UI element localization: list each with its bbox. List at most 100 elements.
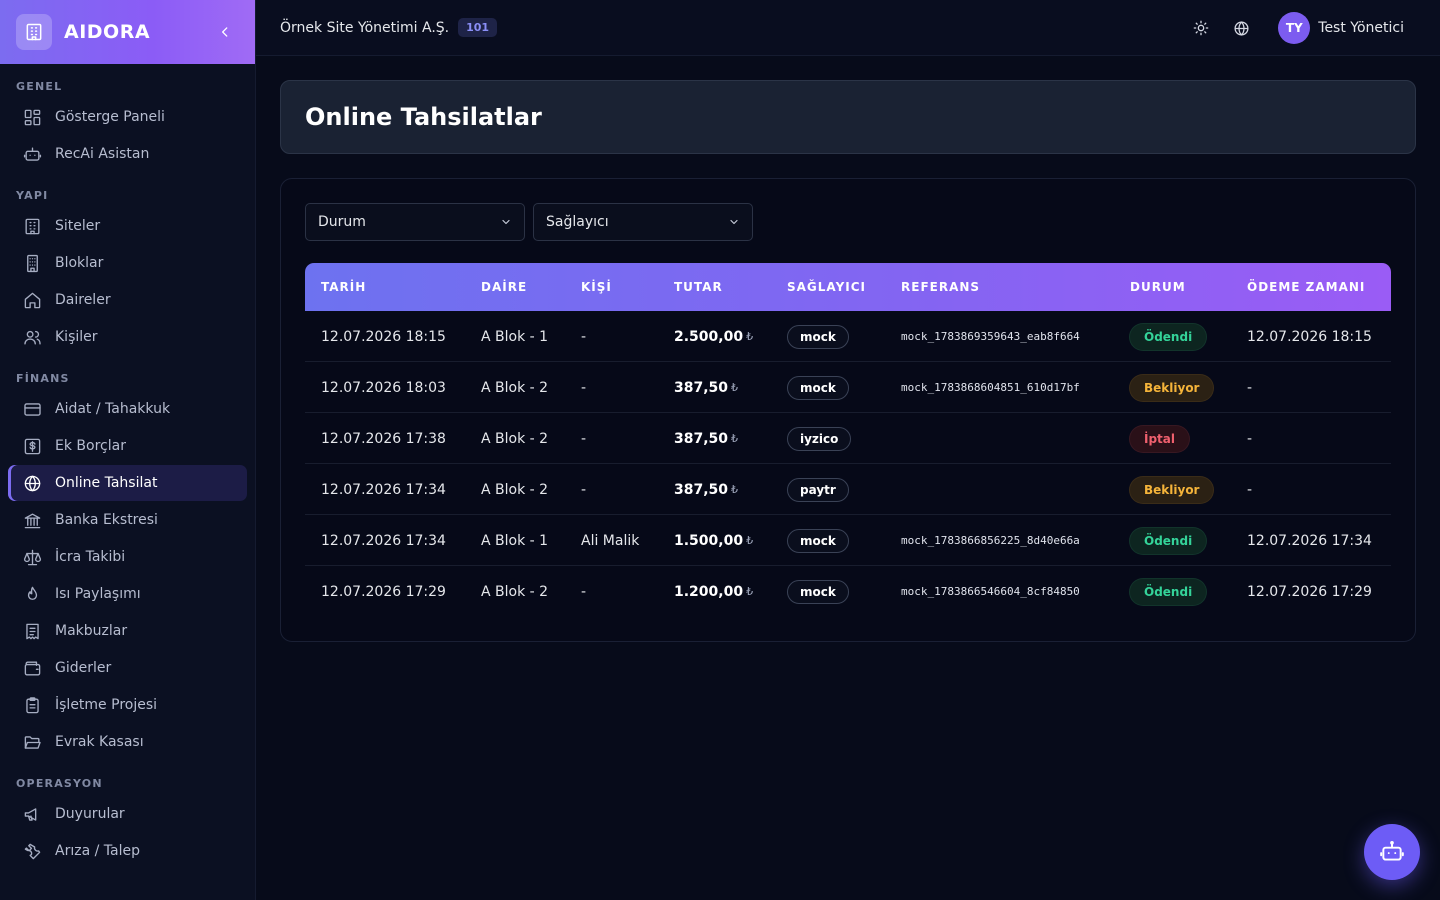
column-header-person[interactable]: KİŞİ bbox=[581, 280, 612, 294]
cell-unit: A Blok - 2 bbox=[481, 583, 549, 600]
sidebar-item-evrak-kasası[interactable]: Evrak Kasası bbox=[8, 724, 247, 760]
currency-symbol: ₺ bbox=[746, 585, 754, 598]
bank-icon bbox=[22, 510, 42, 530]
cell-date: 12.07.2026 17:29 bbox=[321, 583, 446, 600]
robot-icon bbox=[22, 144, 42, 164]
sidebar-item-arıza-talep[interactable]: Arıza / Talep bbox=[8, 833, 247, 869]
cell-person: - bbox=[581, 583, 587, 600]
table-row[interactable]: 12.07.2026 17:34 A Blok - 2 - 387,50 ₺ paytr B… bbox=[305, 464, 1391, 515]
currency-symbol: ₺ bbox=[746, 330, 754, 343]
sidebar-item-giderler[interactable]: Giderler bbox=[8, 650, 247, 686]
organization-name: Örnek Site Yönetimi A.Ş. bbox=[280, 19, 450, 36]
sidebar-item-ek-borçlar[interactable]: Ek Borçlar bbox=[8, 428, 247, 464]
status-filter-select[interactable]: Durum bbox=[305, 203, 525, 241]
status-badge: Ödendi bbox=[1130, 323, 1207, 350]
user-name: Test Yönetici bbox=[1318, 20, 1404, 36]
table-body: 12.07.2026 18:15 A Blok - 1-2.500,00 ₺ mock… bbox=[305, 311, 1391, 617]
amount-value: 2.500,00 bbox=[674, 328, 744, 345]
table-row[interactable]: 12.07.2026 18:03 A Blok - 2 - 387,50 ₺ mock mo… bbox=[305, 362, 1391, 413]
building-icon bbox=[22, 216, 42, 236]
sidebar-item-label: Giderler bbox=[55, 660, 112, 676]
provider-badge: paytr bbox=[787, 477, 849, 502]
column-header-date[interactable]: TARİH bbox=[321, 280, 367, 294]
user-menu[interactable]: TY Test Yönetici bbox=[1278, 12, 1404, 44]
topbar: Örnek Site Yönetimi A.Ş. 101 TY Test Yön… bbox=[256, 0, 1440, 56]
flame-icon bbox=[22, 584, 42, 604]
theme-toggle-button[interactable] bbox=[1186, 13, 1216, 43]
sidebar-item-label: Makbuzlar bbox=[55, 623, 128, 639]
folder-open-icon bbox=[22, 732, 42, 752]
cell-provider: mock bbox=[787, 515, 849, 566]
column-header-amount[interactable]: TUTAR bbox=[674, 280, 723, 294]
sidebar-item-duyurular[interactable]: Duyurular bbox=[8, 796, 247, 832]
cell-reference: mock_1783866856225_8d40e66a bbox=[901, 515, 1080, 566]
cell-reference: mock_1783868604851_610d17bf bbox=[901, 362, 1080, 413]
clipboard-icon bbox=[22, 695, 42, 715]
column-header-payment-time[interactable]: ÖDEME ZAMANI bbox=[1247, 280, 1366, 294]
cell-reference: mock_1783866546604_8cf84850 bbox=[901, 566, 1080, 617]
sidebar-item-label: Ek Borçlar bbox=[55, 438, 126, 454]
sidebar-item-kişiler[interactable]: Kişiler bbox=[8, 319, 247, 355]
sidebar-item-recai-asistan[interactable]: RecAi Asistan bbox=[8, 136, 247, 172]
provider-filter-label: Sağlayıcı bbox=[546, 214, 609, 230]
robot-icon bbox=[1380, 840, 1404, 861]
sidebar-section-label: OPERASYON bbox=[16, 777, 103, 790]
column-header-provider[interactable]: SAĞLAYICI bbox=[787, 280, 866, 294]
status-badge: Bekliyor bbox=[1130, 374, 1214, 401]
cell-person: Ali Malik bbox=[581, 532, 640, 549]
sidebar-item-daireler[interactable]: Daireler bbox=[8, 282, 247, 318]
sidebar-item-aidat-tahakkuk[interactable]: Aidat / Tahakkuk bbox=[8, 391, 247, 427]
table-header: TARİH DAİRE KİŞİ TUTAR SAĞLAYICI REFERAN… bbox=[305, 263, 1391, 311]
sidebar-item-gösterge-paneli[interactable]: Gösterge Paneli bbox=[8, 99, 247, 135]
collapse-sidebar-button[interactable] bbox=[215, 22, 235, 42]
sidebar-item-makbuzlar[interactable]: Makbuzlar bbox=[8, 613, 247, 649]
sidebar-item-banka-ekstresi[interactable]: Banka Ekstresi bbox=[8, 502, 247, 538]
provider-badge: mock bbox=[787, 375, 849, 400]
table-row[interactable]: 12.07.2026 17:29 A Blok - 2 - 1.200,00 ₺ mock… bbox=[305, 566, 1391, 617]
cell-provider: mock bbox=[787, 566, 849, 617]
status-badge: Ödendi bbox=[1130, 578, 1207, 605]
column-header-status[interactable]: DURUM bbox=[1130, 280, 1186, 294]
amount-value: 387,50 bbox=[674, 481, 729, 498]
table-row[interactable]: 12.07.2026 17:34 A Blok - 1 Ali Malik 1.500… bbox=[305, 515, 1391, 566]
assistant-fab-button[interactable] bbox=[1364, 824, 1420, 880]
cell-person: - bbox=[581, 379, 587, 396]
reference-code: mock_1783866546604_8cf84850 bbox=[901, 585, 1080, 598]
cell-person: - bbox=[581, 481, 587, 498]
sidebar-nav: GENEL Gösterge Paneli RecAi Asistan YAPI Sit… bbox=[0, 64, 255, 869]
sidebar-section-label: FİNANS bbox=[16, 372, 70, 385]
cell-date: 12.07.2026 18:15 bbox=[321, 328, 446, 345]
reference-code: mock_1783868604851_610d17bf bbox=[901, 381, 1080, 394]
column-header-unit[interactable]: DAİRE bbox=[481, 280, 528, 294]
cell-date: 12.07.2026 17:34 bbox=[321, 532, 446, 549]
sidebar-item-i-şletme-projesi[interactable]: İşletme Projesi bbox=[8, 687, 247, 723]
table-row[interactable]: 12.07.2026 17:38 A Blok - 2 - 387,50 ₺ iyzico… bbox=[305, 413, 1391, 464]
sidebar-item-i-cra-takibi[interactable]: İcra Takibi bbox=[8, 539, 247, 575]
wrench-icon bbox=[22, 841, 42, 861]
cell-provider: mock bbox=[787, 362, 849, 413]
cell-payment-time: - bbox=[1247, 379, 1253, 396]
currency-symbol: ₺ bbox=[731, 381, 739, 394]
language-button[interactable] bbox=[1226, 13, 1256, 43]
chevron-down-icon bbox=[502, 219, 510, 225]
amount-value: 1.200,00 bbox=[674, 583, 744, 600]
sidebar-item-online-tahsilat[interactable]: Online Tahsilat bbox=[8, 465, 247, 501]
column-header-reference[interactable]: REFERANS bbox=[901, 280, 981, 294]
cell-provider: iyzico bbox=[787, 413, 852, 464]
sidebar-item-bloklar[interactable]: Bloklar bbox=[8, 245, 247, 281]
sidebar-item-label: Banka Ekstresi bbox=[55, 512, 158, 528]
cell-date: 12.07.2026 18:03 bbox=[321, 379, 446, 396]
credit-card-icon bbox=[22, 399, 42, 419]
status-badge: Ödendi bbox=[1130, 527, 1207, 554]
cell-provider: paytr bbox=[787, 464, 849, 515]
provider-filter-select[interactable]: Sağlayıcı bbox=[533, 203, 753, 241]
table-row[interactable]: 12.07.2026 18:15 A Blok - 1 - 2.500,00 ₺ mock… bbox=[305, 311, 1391, 362]
sidebar-item-isı-paylaşımı[interactable]: Isı Paylaşımı bbox=[8, 576, 247, 612]
sidebar-section-label: GENEL bbox=[16, 80, 63, 93]
sidebar-item-label: Gösterge Paneli bbox=[55, 109, 165, 125]
avatar: TY bbox=[1278, 12, 1311, 44]
cell-payment-time: 12.07.2026 17:34 bbox=[1247, 532, 1372, 549]
sidebar-item-siteler[interactable]: Siteler bbox=[8, 208, 247, 244]
status-badge: İptal bbox=[1130, 425, 1190, 452]
cell-amount: 387,50 ₺ bbox=[674, 413, 738, 464]
